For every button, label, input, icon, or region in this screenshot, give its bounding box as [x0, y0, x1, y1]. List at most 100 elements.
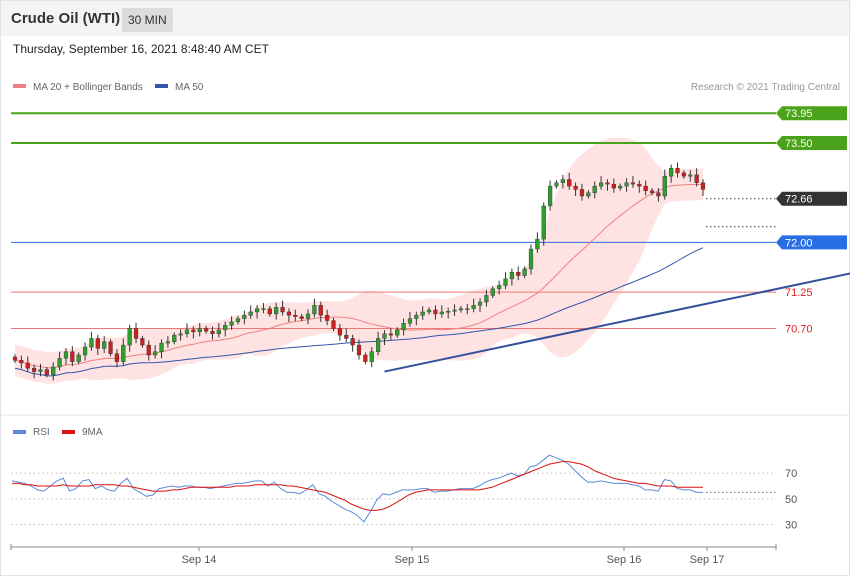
ma20-line: [14, 184, 703, 369]
candle-body: [388, 333, 393, 336]
candle-body: [624, 182, 629, 187]
candle-body: [191, 329, 196, 333]
candle-body: [586, 192, 591, 197]
rsi-9ma-line: [12, 461, 703, 511]
x-tick-label: Sep 15: [395, 554, 430, 566]
candle-body: [637, 183, 642, 187]
rsi-level-label: 30: [785, 520, 797, 532]
candle-body: [153, 351, 158, 356]
candle-body: [681, 172, 687, 177]
candle-body: [611, 183, 616, 189]
candle-body: [363, 354, 368, 362]
candle-body: [293, 315, 298, 317]
resistance-level-tag: [776, 106, 847, 121]
level-label: 73.95: [785, 108, 813, 120]
candle-body: [643, 185, 648, 191]
candle-body: [675, 168, 680, 174]
candle-body: [669, 168, 674, 177]
candle-body: [401, 323, 406, 331]
candle-body: [573, 185, 578, 190]
candle-body: [172, 334, 177, 342]
candle-body: [159, 342, 164, 352]
candle-body: [465, 308, 470, 310]
candle-body: [554, 182, 559, 187]
x-tick-label: Sep 17: [690, 554, 725, 566]
candle-body: [274, 307, 279, 315]
candle-body: [471, 305, 476, 309]
candle-body: [82, 346, 88, 356]
copyright-text: Research © 2021 Trading Central: [691, 82, 840, 93]
candle-body: [395, 329, 400, 336]
candle-body: [490, 288, 495, 296]
candle-body: [248, 311, 253, 316]
candle-body: [89, 338, 94, 348]
candle-body: [503, 278, 508, 286]
candle-body: [280, 307, 285, 313]
timestamp: Thursday, September 16, 2021 8:48:40 AM …: [13, 42, 269, 56]
candle-body: [102, 341, 107, 349]
x-tick-label: Sep 16: [607, 554, 642, 566]
candle-body: [19, 360, 24, 364]
candle-body: [662, 175, 667, 197]
resistance-level-tag: [776, 136, 847, 151]
candle-body: [44, 369, 49, 376]
candle-body: [318, 305, 323, 316]
candle-body: [369, 351, 374, 362]
legend-swatch-rsi: [13, 430, 26, 434]
candle-body: [267, 308, 272, 315]
candle-body: [382, 333, 387, 339]
candle-body: [337, 328, 343, 336]
candle-body: [32, 368, 37, 372]
candle-body: [433, 309, 438, 315]
x-tick-label: Sep 14: [182, 554, 217, 566]
candle-body: [535, 238, 540, 250]
candle-body: [598, 182, 604, 187]
candle-body: [121, 344, 126, 362]
candle-body: [656, 192, 661, 197]
candle-body: [165, 341, 171, 344]
level-label: 70.70: [785, 324, 813, 336]
candle-body: [325, 315, 330, 321]
candle-body: [420, 311, 425, 316]
candle-body: [203, 328, 209, 332]
chart-title: Crude Oil (WTI): [11, 10, 121, 27]
candle-body: [133, 328, 139, 339]
candle-body: [25, 362, 30, 369]
candle-body: [356, 344, 362, 356]
candle-body: [446, 311, 451, 313]
candle-body: [70, 351, 75, 362]
candle-body: [184, 329, 190, 335]
candle-body: [261, 308, 266, 310]
support-trendline: [384, 272, 850, 373]
candle-body: [229, 321, 234, 326]
pivot-level-tag: [776, 235, 847, 250]
candle-body: [592, 185, 597, 193]
candle-body: [254, 308, 260, 313]
candle-body: [407, 318, 413, 324]
candle-body: [235, 318, 241, 323]
level-label: 71.25: [785, 287, 813, 299]
legend-label-rsi: RSI: [33, 427, 50, 438]
legend-swatch-9ma: [62, 430, 75, 434]
candle-body: [497, 285, 502, 289]
candle-body: [210, 330, 215, 335]
legend-label-ma50: MA 50: [175, 82, 204, 93]
candle-body: [108, 341, 113, 354]
level-label: 73.50: [785, 138, 813, 150]
rsi-line: [11, 454, 703, 523]
candle-body: [522, 268, 527, 276]
candle-body: [331, 320, 336, 329]
candle-body: [376, 338, 381, 352]
candle-body: [484, 295, 489, 303]
candle-body: [95, 338, 100, 349]
candle-body: [548, 185, 553, 207]
candle-body: [114, 353, 120, 362]
candle-body: [76, 354, 81, 362]
chart-header: Crude Oil (WTI) 30 MIN: [1, 1, 849, 36]
candle-body: [197, 328, 202, 333]
candle-body: [630, 182, 636, 185]
legend-swatch-ma20: [13, 84, 26, 88]
candle-body: [605, 182, 610, 185]
timeframe-button[interactable]: 30 MIN: [122, 8, 173, 32]
